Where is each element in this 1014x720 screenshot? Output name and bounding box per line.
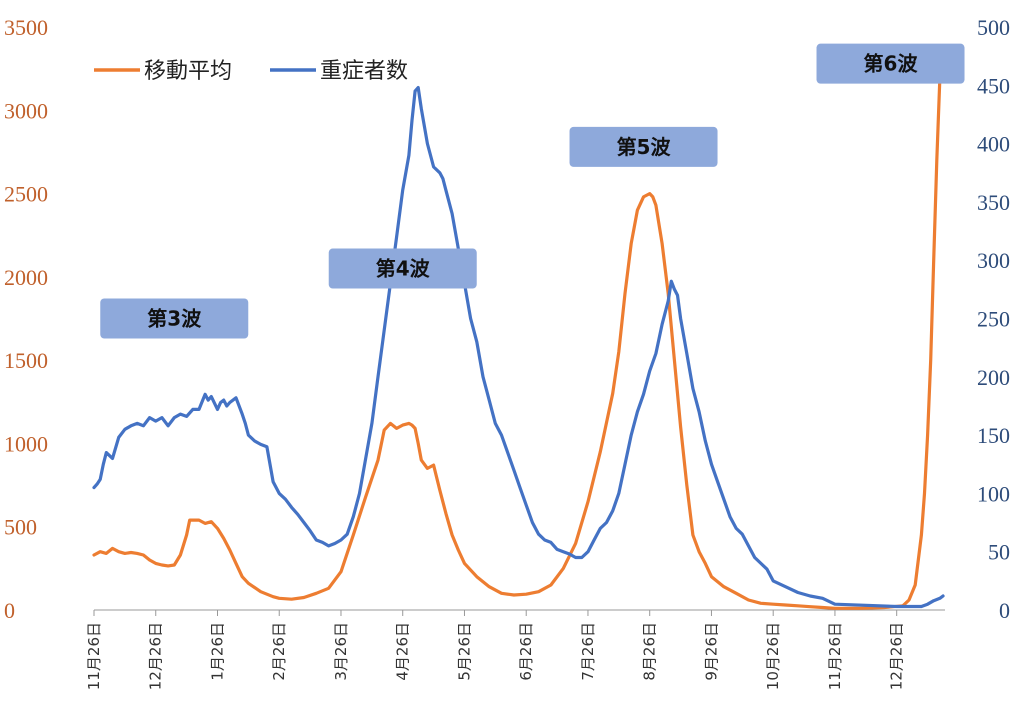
right-y-tick-label: 300 bbox=[977, 248, 1010, 273]
x-tick-label: 5月26日 bbox=[455, 622, 473, 681]
wave-label: 第3波 bbox=[100, 298, 249, 339]
left-y-tick-label: 3000 bbox=[4, 98, 48, 123]
left-y-tick-label: 500 bbox=[4, 515, 37, 540]
right-y-tick-label: 400 bbox=[977, 132, 1010, 157]
wave-label-box bbox=[328, 248, 477, 289]
right-y-tick-label: 50 bbox=[988, 540, 1010, 565]
left-y-tick-label: 1500 bbox=[4, 348, 48, 373]
wave-label: 第5波 bbox=[569, 126, 718, 167]
x-tick-label: 4月26日 bbox=[394, 622, 412, 681]
right-y-tick-label: 0 bbox=[999, 598, 1010, 623]
wave-label-box bbox=[816, 43, 965, 84]
right-y-tick-label: 100 bbox=[977, 481, 1010, 506]
wave-label-text: 第5波 bbox=[617, 135, 672, 159]
x-tick-label: 2月26日 bbox=[270, 622, 288, 681]
right-y-tick-label: 250 bbox=[977, 307, 1010, 332]
x-tick-label: 9月26日 bbox=[702, 622, 720, 681]
left-y-tick-label: 0 bbox=[4, 598, 15, 623]
series-line-moving-average bbox=[92, 75, 942, 610]
right-y-ticks: 0 50 100 150 200 250 300 350 400 450 500 bbox=[977, 15, 1010, 623]
left-y-tick-label: 2500 bbox=[4, 182, 48, 207]
legend: 移動平均 重症者数 bbox=[94, 59, 408, 84]
x-tick-label: 10月26日 bbox=[764, 622, 782, 690]
wave-label-text: 第6波 bbox=[864, 52, 919, 76]
x-tick-label: 12月26日 bbox=[147, 622, 165, 690]
left-y-tick-label: 2000 bbox=[4, 265, 48, 290]
left-y-ticks: 0 500 1000 1500 2000 2500 3000 3500 bbox=[4, 15, 48, 623]
right-y-tick-label: 150 bbox=[977, 423, 1010, 448]
x-tick-label: 1月26日 bbox=[208, 622, 226, 681]
left-y-tick-label: 3500 bbox=[4, 15, 48, 40]
right-y-tick-label: 350 bbox=[977, 190, 1010, 215]
legend-label: 移動平均 bbox=[144, 59, 232, 84]
x-tick-label: 6月26日 bbox=[517, 622, 535, 681]
x-tick-label: 7月26日 bbox=[579, 622, 597, 681]
x-tick-label: 11月26日 bbox=[826, 622, 844, 690]
legend-label: 重症者数 bbox=[320, 59, 408, 84]
wave-label-text: 第4波 bbox=[376, 257, 431, 281]
wave-label-box bbox=[100, 298, 249, 339]
left-y-tick-label: 1000 bbox=[4, 431, 48, 456]
wave-label-text: 第3波 bbox=[147, 307, 202, 331]
x-tick-label: 11月26日 bbox=[85, 622, 103, 690]
x-tick-label: 8月26日 bbox=[641, 622, 659, 681]
wave-label: 第4波 bbox=[328, 248, 477, 289]
right-y-tick-label: 200 bbox=[977, 365, 1010, 390]
wave-label: 第6波 bbox=[816, 43, 965, 84]
series-lines bbox=[92, 75, 945, 610]
right-y-tick-label: 450 bbox=[977, 73, 1010, 98]
wave-annotations: 第3波 第4波 第5波 第6波 bbox=[100, 43, 965, 339]
series-line-severe-cases bbox=[92, 86, 945, 609]
wave-label-box bbox=[569, 126, 718, 167]
right-y-tick-label: 500 bbox=[977, 15, 1010, 40]
x-ticks: 11月26日 12月26日 1月26日 2月26日 3月26日 4月26日 5月26日 6月2… bbox=[85, 610, 906, 690]
x-tick-label: 3月26日 bbox=[332, 622, 350, 681]
x-tick-label: 12月26日 bbox=[888, 622, 906, 690]
